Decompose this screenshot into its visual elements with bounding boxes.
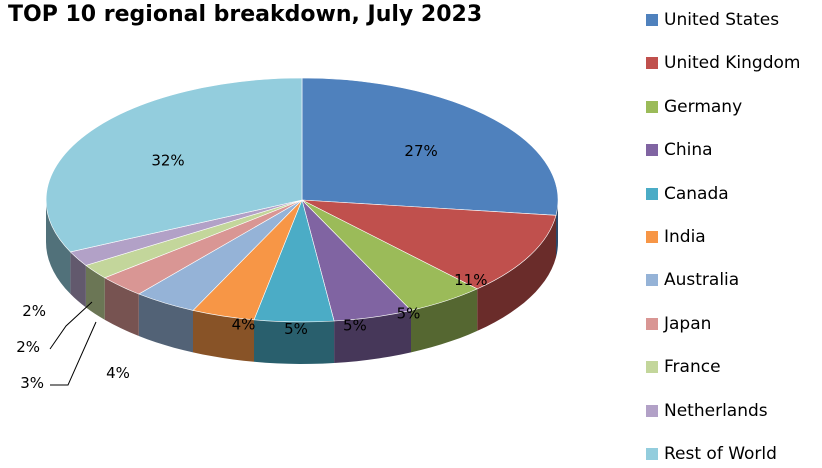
data-label-germany: 5%: [397, 305, 421, 323]
legend-swatch: [646, 231, 658, 243]
legend-item-united-kingdom: United Kingdom: [646, 52, 800, 74]
pie-side-australia: [138, 294, 193, 353]
pie-side-india: [193, 310, 254, 362]
pie-side-germany: [411, 288, 478, 353]
legend-swatch: [646, 14, 658, 26]
legend-label: China: [664, 140, 713, 161]
legend-item-china: China: [646, 139, 713, 161]
pie-slice-united-states: [301, 77, 559, 216]
chart-title: TOP 10 regional breakdown, July 2023: [8, 2, 483, 27]
data-label-japan: 3%: [20, 374, 44, 392]
pie-side-china: [334, 310, 411, 363]
legend-item-united-states: United States: [646, 9, 779, 31]
pie-slice-rest-of-world: [45, 77, 303, 253]
legend-swatch: [646, 317, 658, 330]
legend-swatch: [646, 187, 658, 200]
legend-swatch: [646, 448, 658, 460]
pie-side-rest-of-world: [46, 200, 71, 294]
legend-label: Netherlands: [664, 400, 768, 421]
pie-side-netherlands: [70, 251, 86, 308]
legend-label: India: [664, 227, 706, 247]
legend-item-japan: Japan: [646, 313, 711, 335]
data-label-united-states: 27%: [404, 142, 437, 160]
data-label-united-kingdom: 11%: [454, 271, 487, 289]
legend-swatch: [646, 274, 658, 287]
data-label-canada: 5%: [284, 320, 308, 338]
legend-item-australia: Australia: [646, 269, 739, 291]
legend-swatch: [646, 57, 658, 70]
legend-label: Canada: [664, 183, 729, 204]
legend-swatch: [646, 404, 658, 417]
legend-label: Germany: [664, 96, 743, 117]
legend-swatch: [646, 144, 658, 157]
legend-item-india: India: [646, 226, 706, 248]
data-label-france: 2%: [16, 338, 40, 356]
legend-item-germany: Germany: [646, 96, 742, 118]
pie-side-united-kingdom: [477, 215, 556, 331]
data-label-india: 4%: [232, 316, 256, 334]
pie-side-france: [85, 265, 105, 320]
legend-item-rest-of-world: Rest of World: [646, 443, 777, 465]
legend-label: Australia: [664, 270, 740, 291]
leader-line: [50, 321, 97, 386]
legend-swatch: [646, 100, 658, 113]
data-label-china: 5%: [343, 317, 367, 335]
legend-swatch: [646, 361, 658, 374]
legend-label: United States: [664, 10, 780, 30]
pie-side-canada: [254, 319, 335, 364]
pie-slice-united-kingdom: [301, 199, 557, 290]
legend-label: United Kingdom: [664, 53, 801, 74]
legend-item-canada: Canada: [646, 183, 729, 205]
data-label-netherlands: 2%: [22, 302, 46, 320]
data-label-rest-of-world: 32%: [151, 152, 184, 170]
legend-item-france: France: [646, 356, 721, 378]
legend-label: Rest of World: [664, 444, 777, 464]
legend-label: Japan: [664, 313, 712, 334]
legend-item-netherlands: Netherlands: [646, 400, 768, 422]
data-label-australia: 4%: [106, 364, 130, 382]
pie-side-japan: [104, 277, 139, 336]
leader-line: [49, 301, 93, 350]
legend-label: France: [664, 357, 721, 378]
